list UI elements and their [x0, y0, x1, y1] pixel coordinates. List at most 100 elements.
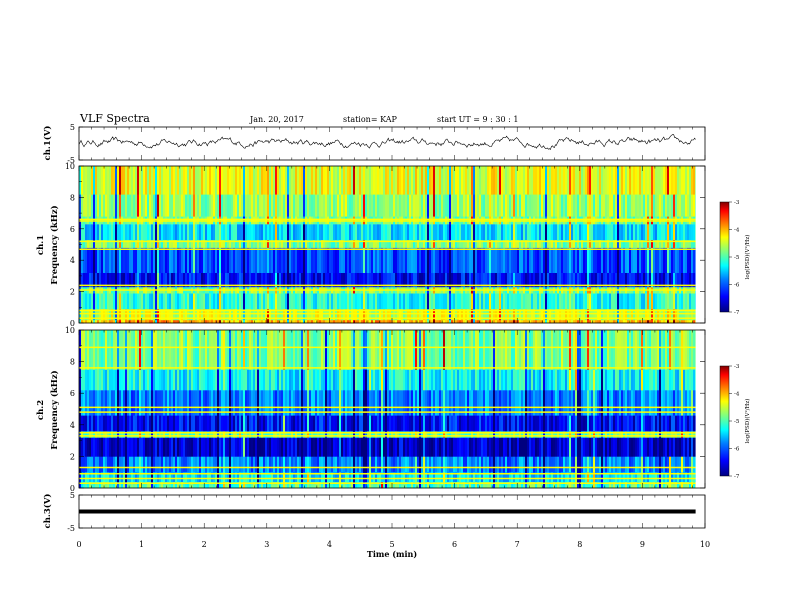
spectrogram-cell	[183, 415, 186, 432]
spectrogram-cell	[441, 293, 444, 310]
spectrogram-cell	[593, 224, 596, 241]
spectrogram-cell	[367, 166, 370, 195]
spectrogram-cell	[397, 293, 400, 310]
spectrogram-cell	[271, 319, 274, 324]
spectrogram-cell	[475, 308, 478, 321]
spectrogram-cell	[137, 308, 140, 321]
spectrogram-cell	[515, 308, 518, 321]
spectrogram-cell	[147, 224, 150, 241]
spectrogram-cell	[265, 431, 268, 438]
spectrogram-cell	[215, 293, 218, 310]
spectrogram-cell	[591, 239, 594, 248]
spectrogram-cell	[127, 224, 130, 241]
spectrogram-cell	[249, 272, 252, 288]
spectrogram-cell	[601, 239, 604, 248]
spectrogram-cell	[315, 319, 318, 324]
spectrogram-cell	[297, 415, 300, 432]
spectrogram-cell	[235, 456, 238, 473]
spectrogram-cell	[163, 415, 166, 432]
spectrogram-cell	[367, 247, 370, 273]
spectrogram-cell	[85, 194, 88, 217]
spectrogram-cell	[677, 194, 680, 217]
spectrogram-cell	[199, 431, 202, 438]
spectrogram-cell	[575, 272, 578, 288]
spectrogram-cell	[437, 194, 440, 217]
spectrogram-cell	[289, 456, 292, 473]
spectrogram-cell	[195, 390, 198, 416]
spectrogram-cell	[147, 239, 150, 248]
spectrogram-cell	[487, 166, 490, 195]
spectrogram-cell	[111, 437, 114, 457]
spectrogram-cell	[619, 239, 622, 248]
spectrogram-cell	[619, 308, 622, 321]
spectrogram-cell	[235, 431, 238, 438]
spectrogram-cell	[111, 194, 114, 217]
spectrogram-cell	[325, 481, 328, 489]
spectrogram-cell	[241, 224, 244, 241]
spectrogram-cell	[383, 456, 386, 473]
spectrogram-cell	[181, 369, 184, 391]
spectrogram-cell	[351, 293, 354, 310]
spectrogram-cell	[91, 293, 94, 310]
spectrogram-cell	[449, 308, 452, 321]
spectrogram-cell	[129, 308, 132, 321]
spectrogram-cell	[319, 481, 322, 489]
spectrogram-cell	[385, 308, 388, 321]
spectrogram-cell	[111, 481, 114, 489]
spectrogram-cell	[493, 293, 496, 310]
spectrogram-cell	[371, 431, 374, 438]
spectrogram-cell	[329, 239, 332, 248]
spectrogram-cell	[333, 437, 336, 457]
spectrogram-cell	[131, 166, 134, 195]
spectrogram-cell	[383, 472, 386, 482]
spectrogram-cell	[377, 330, 380, 370]
spectrogram-cell	[357, 390, 360, 416]
spectrogram-cell	[399, 166, 402, 195]
spectrogram-cell	[227, 437, 230, 457]
spectrogram-cell	[441, 239, 444, 248]
spectrogram-cell	[199, 293, 202, 310]
spectrogram-cell	[605, 293, 608, 310]
spectrogram-cell	[689, 224, 692, 241]
spectrogram-cell	[525, 224, 528, 241]
spectrogram-cell	[395, 293, 398, 310]
spectrogram-cell	[193, 166, 196, 195]
spectrogram-cell	[337, 166, 340, 195]
spectrogram-cell	[271, 247, 274, 273]
spectrogram-cell	[401, 390, 404, 416]
spectrogram-cell	[261, 472, 264, 482]
spectrogram-cell	[125, 308, 128, 321]
spectrogram-cell	[357, 330, 360, 370]
spectrogram-cell	[79, 308, 82, 321]
colorbar-tick-label: -5	[734, 255, 740, 261]
spectrogram-cell	[375, 481, 378, 489]
spectrogram-cell	[219, 330, 222, 370]
spectrogram-cell	[97, 472, 100, 482]
spectrogram-cell	[171, 456, 174, 473]
spectrogram-cell	[433, 166, 436, 195]
spectrogram-cell	[381, 194, 384, 217]
spectrogram-cell	[261, 293, 264, 310]
spectrogram-cell	[257, 166, 260, 195]
spectrogram-cell	[627, 272, 630, 288]
spectrogram-cell	[233, 431, 236, 438]
spectrogram-cell	[203, 224, 206, 241]
spectrogram-cell	[283, 224, 286, 241]
spectrogram-cell	[643, 166, 646, 195]
spectrogram-cell	[395, 390, 398, 416]
spectrogram-cell	[349, 390, 352, 416]
spectrogram-cell	[129, 330, 132, 370]
spectrogram-cell	[173, 308, 176, 321]
spectrogram-cell	[347, 472, 350, 482]
spectrogram-cell	[539, 224, 542, 241]
spectrogram-cell	[213, 224, 216, 241]
spectrogram-cell	[107, 390, 110, 416]
spectrogram-cell	[109, 415, 112, 432]
spectrogram-cell	[155, 194, 158, 217]
spectrogram-cell	[263, 330, 266, 370]
spectrogram-cell	[183, 390, 186, 416]
spectrogram-cell	[629, 319, 632, 324]
spectrogram-cell	[587, 224, 590, 241]
spectrogram-cell	[371, 272, 374, 288]
spectrogram-cell	[265, 224, 268, 241]
